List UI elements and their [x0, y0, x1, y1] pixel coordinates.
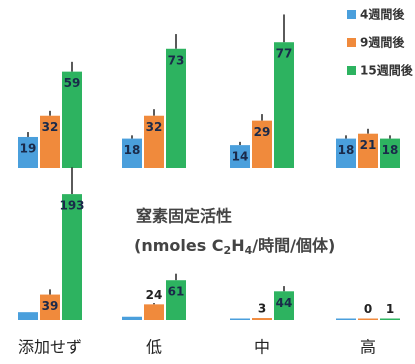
x-tick-label: 中 [254, 338, 270, 357]
bar [380, 318, 400, 320]
value-label: 21 [360, 138, 377, 152]
bar [40, 294, 60, 320]
value-label: 39 [42, 299, 59, 313]
value-label: 29 [254, 125, 271, 139]
value-label: 14 [232, 150, 249, 164]
bar [40, 115, 60, 168]
bar [144, 304, 164, 320]
bar [230, 318, 250, 320]
value-label: 73 [168, 53, 185, 67]
bar [252, 120, 272, 168]
annotation-sub: 4 [245, 244, 253, 257]
bar [62, 194, 82, 320]
value-label: 59 [64, 76, 81, 90]
bar [166, 280, 186, 320]
bar [18, 312, 38, 320]
legend-label: 9週間後 [360, 35, 405, 50]
annotation-part: /時間/個体) [252, 236, 335, 255]
bar [380, 138, 400, 168]
x-tick-label: 低 [146, 338, 162, 357]
value-label: 24 [146, 288, 163, 302]
value-label: 18 [382, 143, 399, 157]
bar [122, 316, 142, 320]
bar [144, 115, 164, 168]
bar [336, 318, 356, 320]
value-label: 1 [386, 302, 394, 316]
value-label: 193 [59, 199, 84, 213]
legend-swatch [347, 66, 356, 75]
value-label: 32 [42, 120, 59, 134]
annotation-part: (nmoles C [134, 236, 224, 255]
bar [230, 145, 250, 168]
x-tick-label: 高 [360, 338, 376, 357]
value-label: 44 [276, 296, 293, 310]
bar [274, 42, 294, 168]
legend-swatch [347, 10, 356, 19]
legend-swatch [347, 38, 356, 47]
legend-label: 4週間後 [360, 7, 405, 22]
annotation-sub: 2 [224, 244, 232, 257]
bar [166, 48, 186, 169]
value-label: 0 [364, 302, 372, 316]
value-label: 18 [338, 143, 355, 157]
bar [336, 138, 356, 168]
value-label: 32 [146, 120, 163, 134]
bar [252, 318, 272, 320]
bar [62, 71, 82, 168]
bar [358, 133, 378, 168]
bar [274, 291, 294, 320]
bar [358, 318, 378, 320]
annotation: 窒素固定活性 [136, 207, 232, 226]
bar [18, 136, 38, 168]
annotation-part: H [231, 236, 244, 255]
value-label: 61 [168, 285, 185, 299]
annotation: (nmoles C2H4/時間/個体) [134, 236, 335, 258]
value-label: 18 [124, 143, 141, 157]
value-label: 77 [276, 47, 293, 61]
bar [122, 138, 142, 168]
value-label: 19 [20, 141, 37, 155]
legend-label: 15週間後 [360, 63, 414, 78]
x-tick-label: 添加せず [18, 338, 82, 357]
value-label: 3 [258, 302, 266, 316]
